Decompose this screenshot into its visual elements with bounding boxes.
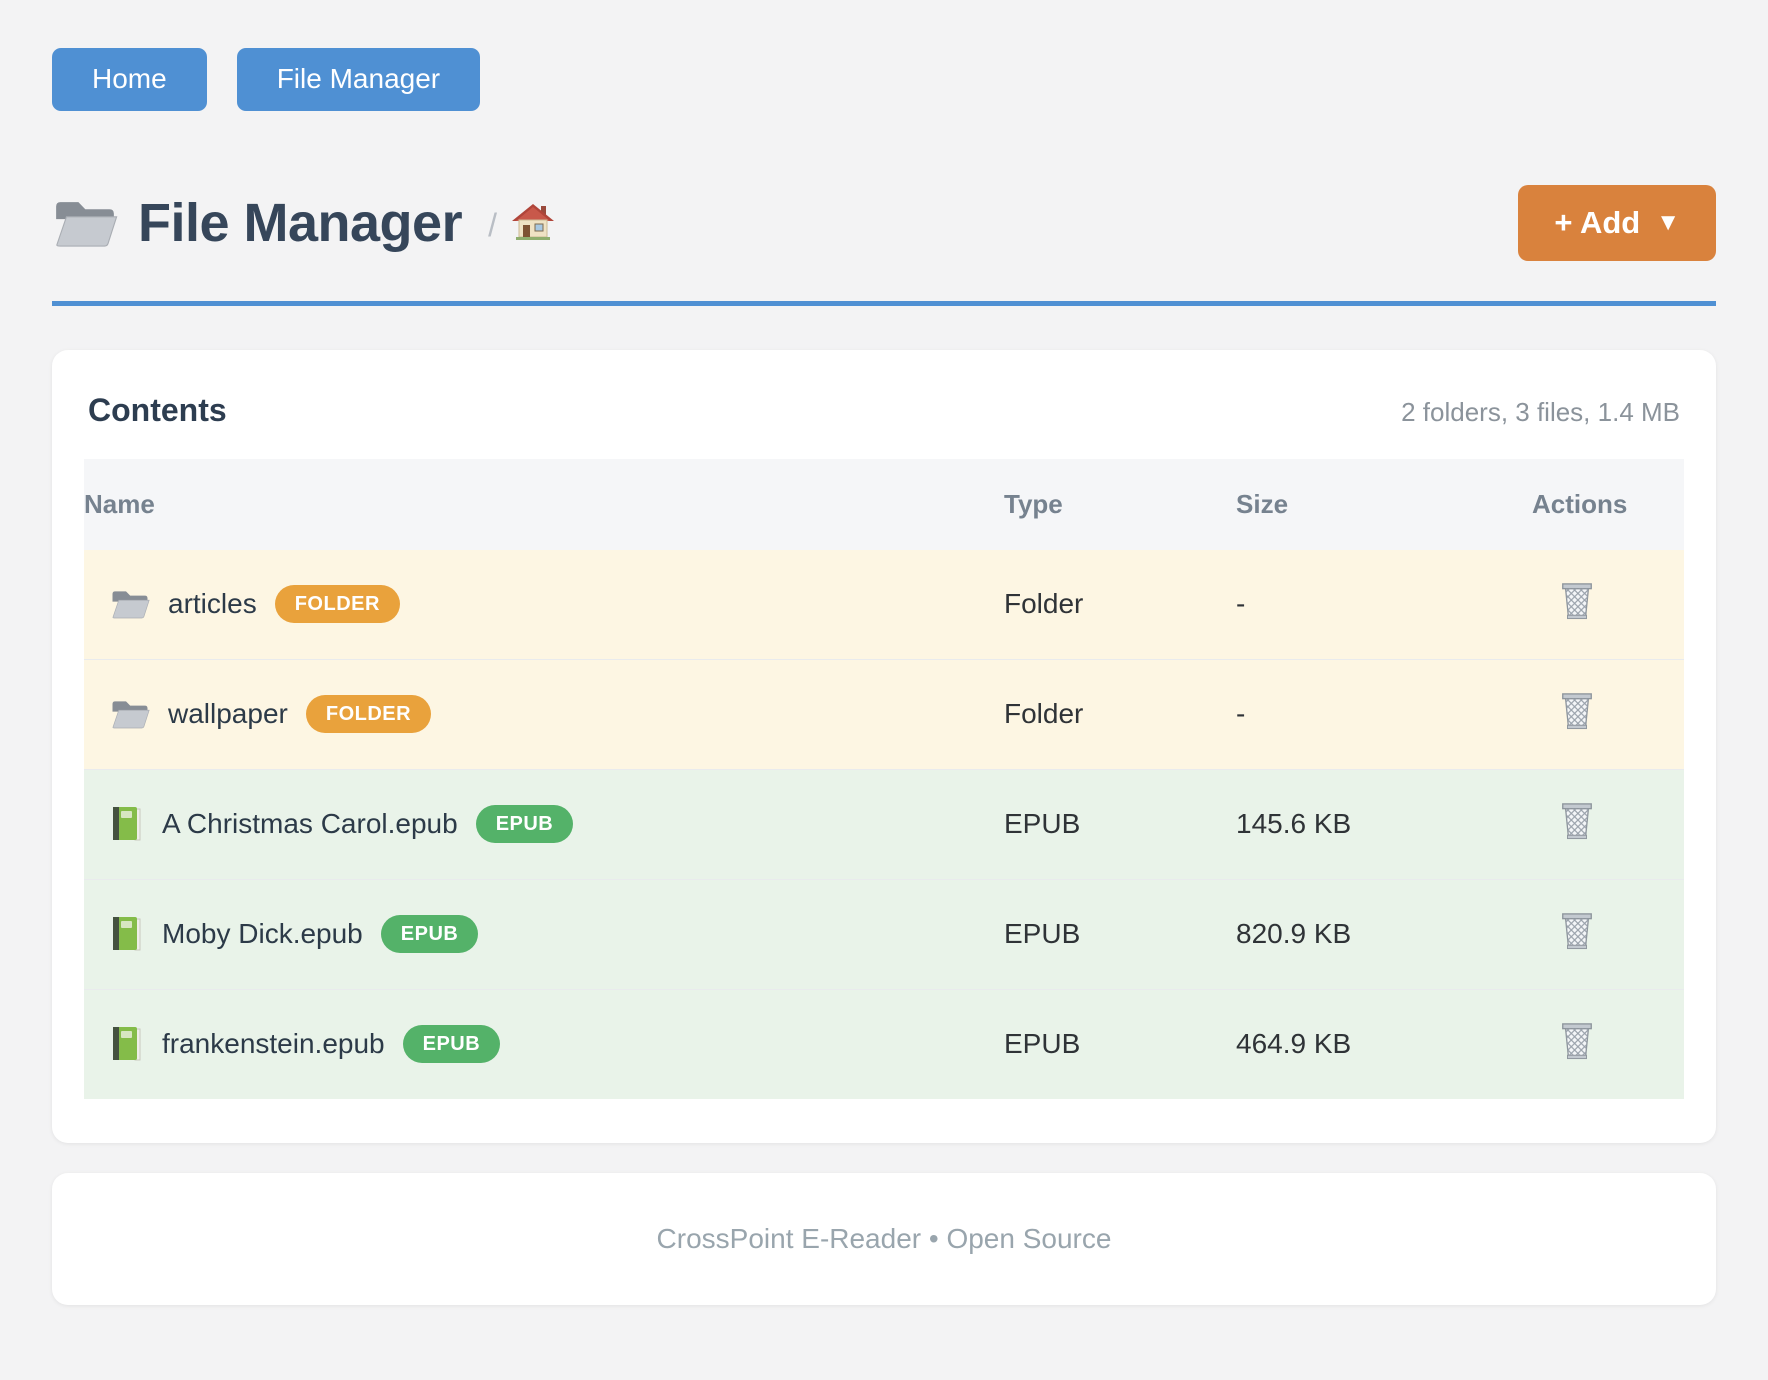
- chevron-down-icon: ▼: [1656, 208, 1680, 236]
- add-button-label: + Add: [1554, 204, 1641, 240]
- nav-home-button[interactable]: Home: [52, 48, 207, 111]
- table-row: frankenstein.epub EPUB EPUB 464.9 KB: [84, 988, 1684, 1099]
- epub-badge: EPUB: [402, 1025, 501, 1064]
- folder-badge: FOLDER: [305, 695, 432, 734]
- type-cell: Folder: [1004, 658, 1236, 770]
- book-icon: [110, 805, 144, 843]
- delete-button[interactable]: [1558, 1020, 1596, 1062]
- size-cell: 145.6 KB: [1236, 768, 1532, 880]
- page-title: File Manager: [52, 192, 463, 254]
- trash-icon: [1558, 910, 1596, 952]
- size-cell: -: [1236, 658, 1532, 770]
- file-table: Name Type Size Actions a: [84, 458, 1684, 1099]
- file-name-link[interactable]: Moby Dick.epub: [162, 918, 363, 950]
- folder-icon: [52, 195, 118, 251]
- type-cell: Folder: [1004, 549, 1236, 660]
- contents-card: Contents 2 folders, 3 files, 1.4 MB Name…: [52, 349, 1716, 1143]
- footer: CrossPoint E-Reader • Open Source: [52, 1172, 1716, 1305]
- footer-text: CrossPoint E-Reader • Open Source: [656, 1222, 1112, 1254]
- contents-summary: 2 folders, 3 files, 1.4 MB: [1401, 396, 1680, 427]
- top-nav: Home File Manager: [52, 48, 1716, 111]
- table-row: articles FOLDER Folder -: [84, 549, 1684, 660]
- folder-icon: [110, 587, 150, 621]
- table-row: Moby Dick.epub EPUB EPUB 820.9 KB: [84, 878, 1684, 990]
- table-header-row: Name Type Size Actions: [84, 458, 1684, 550]
- file-name-link[interactable]: wallpaper: [168, 698, 288, 730]
- table-row: wallpaper FOLDER Folder -: [84, 658, 1684, 770]
- file-name-link[interactable]: frankenstein.epub: [162, 1028, 385, 1060]
- epub-badge: EPUB: [475, 805, 574, 844]
- size-cell: 464.9 KB: [1236, 988, 1532, 1099]
- file-name-link[interactable]: articles: [168, 588, 257, 620]
- epub-badge: EPUB: [380, 915, 479, 954]
- delete-button[interactable]: [1558, 690, 1596, 732]
- title-row: File Manager / + Add ▼: [52, 184, 1716, 261]
- house-icon[interactable]: [511, 201, 555, 245]
- trash-icon: [1558, 580, 1596, 622]
- breadcrumb-separator: /: [488, 207, 497, 244]
- column-header-actions: Actions: [1532, 458, 1684, 550]
- page-title-text: File Manager: [138, 192, 463, 253]
- trash-icon: [1558, 800, 1596, 842]
- column-header-type: Type: [1004, 458, 1236, 550]
- table-row: A Christmas Carol.epub EPUB EPUB 145.6 K…: [84, 768, 1684, 880]
- folder-icon: [110, 697, 150, 731]
- type-cell: EPUB: [1004, 768, 1236, 880]
- header-divider: [52, 300, 1716, 306]
- column-header-size: Size: [1236, 458, 1532, 550]
- book-icon: [110, 915, 144, 953]
- nav-file-manager-button[interactable]: File Manager: [236, 48, 481, 111]
- delete-button[interactable]: [1558, 910, 1596, 952]
- add-button[interactable]: + Add ▼: [1518, 184, 1716, 261]
- column-header-name: Name: [84, 458, 1004, 550]
- card-title: Contents: [88, 391, 227, 428]
- trash-icon: [1558, 690, 1596, 732]
- type-cell: EPUB: [1004, 878, 1236, 990]
- trash-icon: [1558, 1020, 1596, 1062]
- size-cell: -: [1236, 549, 1532, 660]
- book-icon: [110, 1025, 144, 1063]
- file-name-link[interactable]: A Christmas Carol.epub: [162, 808, 458, 840]
- folder-badge: FOLDER: [274, 585, 400, 624]
- page: Home File Manager File Manager /: [52, 48, 1716, 1305]
- type-cell: EPUB: [1004, 988, 1236, 1099]
- delete-button[interactable]: [1558, 800, 1596, 842]
- size-cell: 820.9 KB: [1236, 878, 1532, 990]
- delete-button[interactable]: [1558, 580, 1596, 622]
